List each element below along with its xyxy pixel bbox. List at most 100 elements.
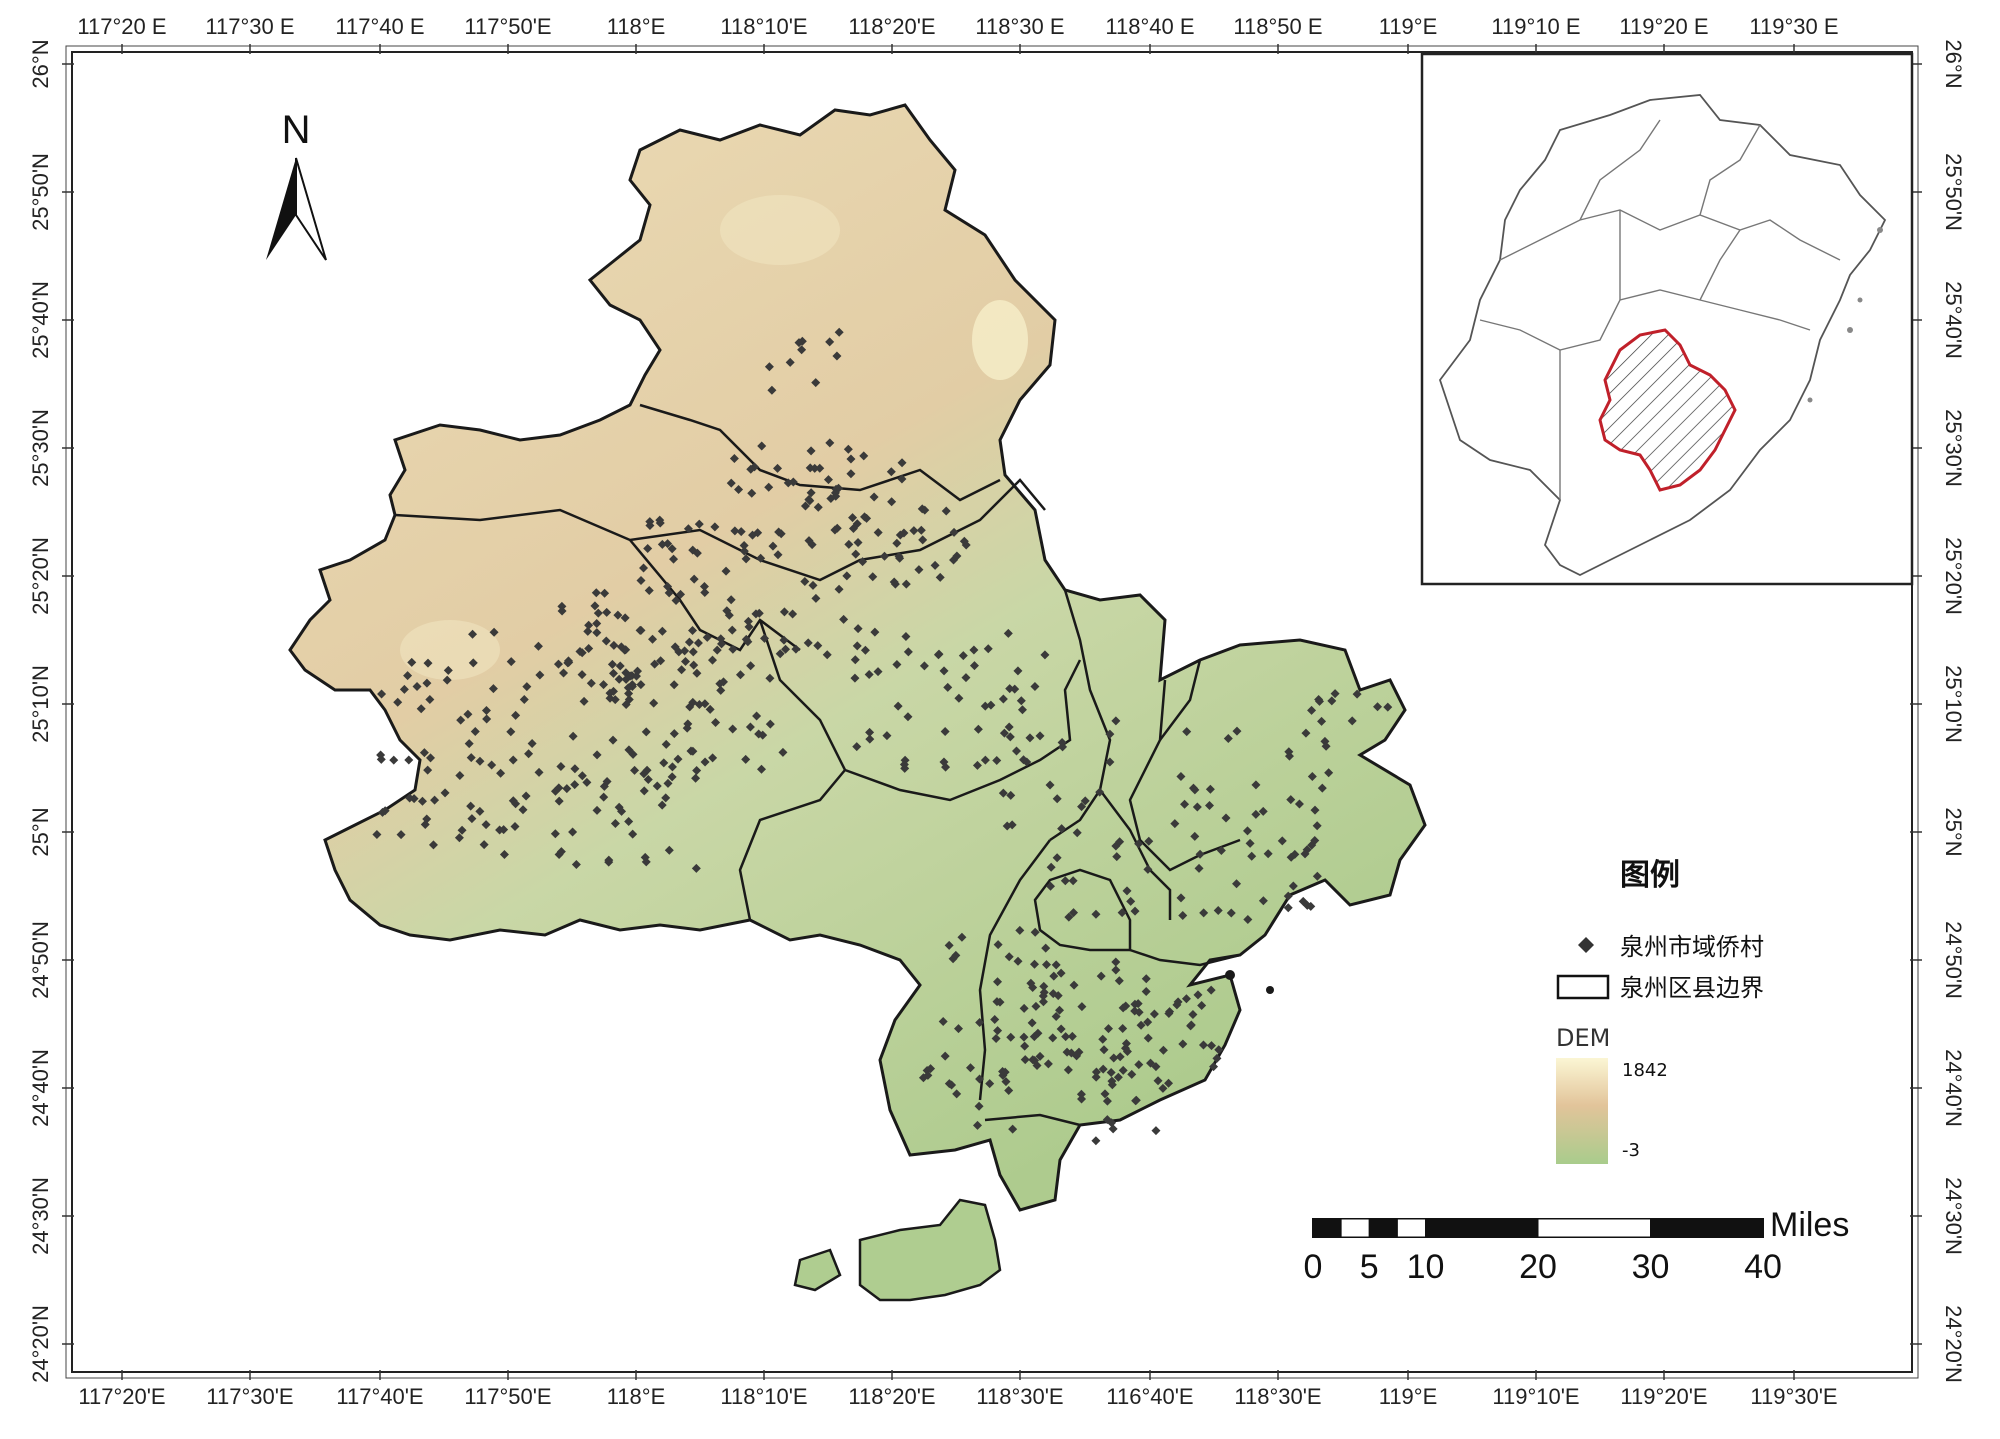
village-point [467, 814, 477, 824]
village-point [1040, 650, 1050, 660]
village-point [586, 678, 596, 688]
village-point [773, 463, 783, 473]
village-point [830, 525, 840, 535]
village-point [641, 727, 651, 737]
village-point [1232, 726, 1242, 736]
village-point [726, 595, 736, 605]
village-point [775, 649, 785, 659]
village-point [475, 756, 485, 766]
village-point [734, 484, 744, 494]
village-point [487, 760, 497, 770]
village-point [1173, 997, 1183, 1007]
village-point [848, 513, 858, 523]
village-point [673, 754, 683, 764]
village-point [510, 822, 520, 832]
village-point [623, 683, 633, 693]
village-point [919, 661, 929, 671]
village-point [846, 454, 856, 464]
village-point [779, 635, 789, 645]
left-axis-label: 26°N [28, 39, 53, 88]
village-point [965, 1063, 975, 1073]
village-point [1052, 794, 1062, 804]
village-point [1007, 820, 1017, 830]
village-point [475, 806, 485, 816]
village-point [481, 820, 491, 830]
village-point [593, 608, 603, 618]
village-point [1347, 716, 1357, 726]
village-point [488, 684, 498, 694]
village-point [688, 746, 698, 756]
village-point [1277, 836, 1287, 846]
village-point [377, 689, 387, 699]
village-point [800, 576, 810, 586]
village-point [648, 634, 658, 644]
village-point [416, 704, 426, 714]
village-point [1032, 1061, 1042, 1071]
village-point [926, 1064, 936, 1074]
left-axis-label: 25°40'N [28, 281, 53, 359]
left-axis-labels: 26°N 25°50'N 25°40'N 25°30'N 25°20'N 25°10'N 2… [28, 39, 53, 1382]
village-point [850, 673, 860, 683]
village-point [1205, 784, 1215, 794]
village-point [998, 788, 1008, 798]
village-point [592, 628, 602, 638]
village-point [1141, 987, 1151, 997]
village-point [951, 950, 961, 960]
village-point [1105, 757, 1115, 767]
village-point [1108, 1124, 1118, 1134]
village-point [724, 610, 734, 620]
north-arrow-label: N [282, 108, 311, 152]
village-point [1283, 891, 1293, 901]
map-frame-outer-ticks [65, 45, 1919, 1379]
village-point [511, 710, 521, 720]
village-point [972, 760, 982, 770]
village-point [1251, 780, 1261, 790]
village-point [664, 845, 674, 855]
village-point [508, 755, 518, 765]
village-point [804, 494, 814, 504]
village-point [463, 709, 473, 719]
inset-highlight-region [1598, 328, 1737, 492]
legend: 图例 泉州市域侨村 泉州区县边界 DEM 1842 -3 [1556, 858, 1764, 1164]
village-point [1214, 1045, 1224, 1055]
village-point [614, 674, 624, 684]
village-point [864, 670, 874, 680]
village-point [958, 651, 968, 661]
right-axis-label: 25°40'N [1941, 281, 1966, 359]
village-point [1091, 1136, 1101, 1146]
village-point [640, 852, 650, 862]
village-point [519, 695, 529, 705]
village-point [426, 753, 436, 763]
village-point [897, 458, 907, 468]
village-point [897, 474, 907, 484]
top-axis-label: 119°30 E [1749, 14, 1838, 39]
village-point [691, 773, 701, 783]
village-point [699, 581, 709, 591]
village-point [930, 560, 940, 570]
boundary-box-icon [1556, 974, 1610, 1000]
village-point [727, 625, 737, 635]
village-point [1182, 727, 1192, 737]
village-point [1107, 1076, 1117, 1086]
village-point [1158, 1045, 1168, 1055]
village-point [744, 622, 754, 632]
bottom-axis-label: 118°10'E [720, 1384, 807, 1409]
right-axis-labels: 26°N 25°50'N 25°40'N 25°30'N 25°20'N 25°10'N 2… [1941, 39, 1966, 1382]
village-point [869, 492, 879, 502]
village-point [642, 765, 652, 775]
village-point [372, 829, 382, 839]
village-point [735, 670, 745, 680]
village-point [466, 753, 476, 763]
village-point [1153, 1076, 1163, 1086]
village-point [1198, 1040, 1208, 1050]
village-point [571, 859, 581, 869]
village-point [935, 572, 945, 582]
village-point [944, 1079, 954, 1089]
top-axis-label: 117°20 E [77, 14, 166, 39]
village-point [685, 702, 695, 712]
village-point [1051, 1011, 1061, 1021]
village-point [680, 656, 690, 666]
village-point [880, 551, 890, 561]
village-point [1039, 981, 1049, 991]
village-point [1151, 1126, 1161, 1136]
